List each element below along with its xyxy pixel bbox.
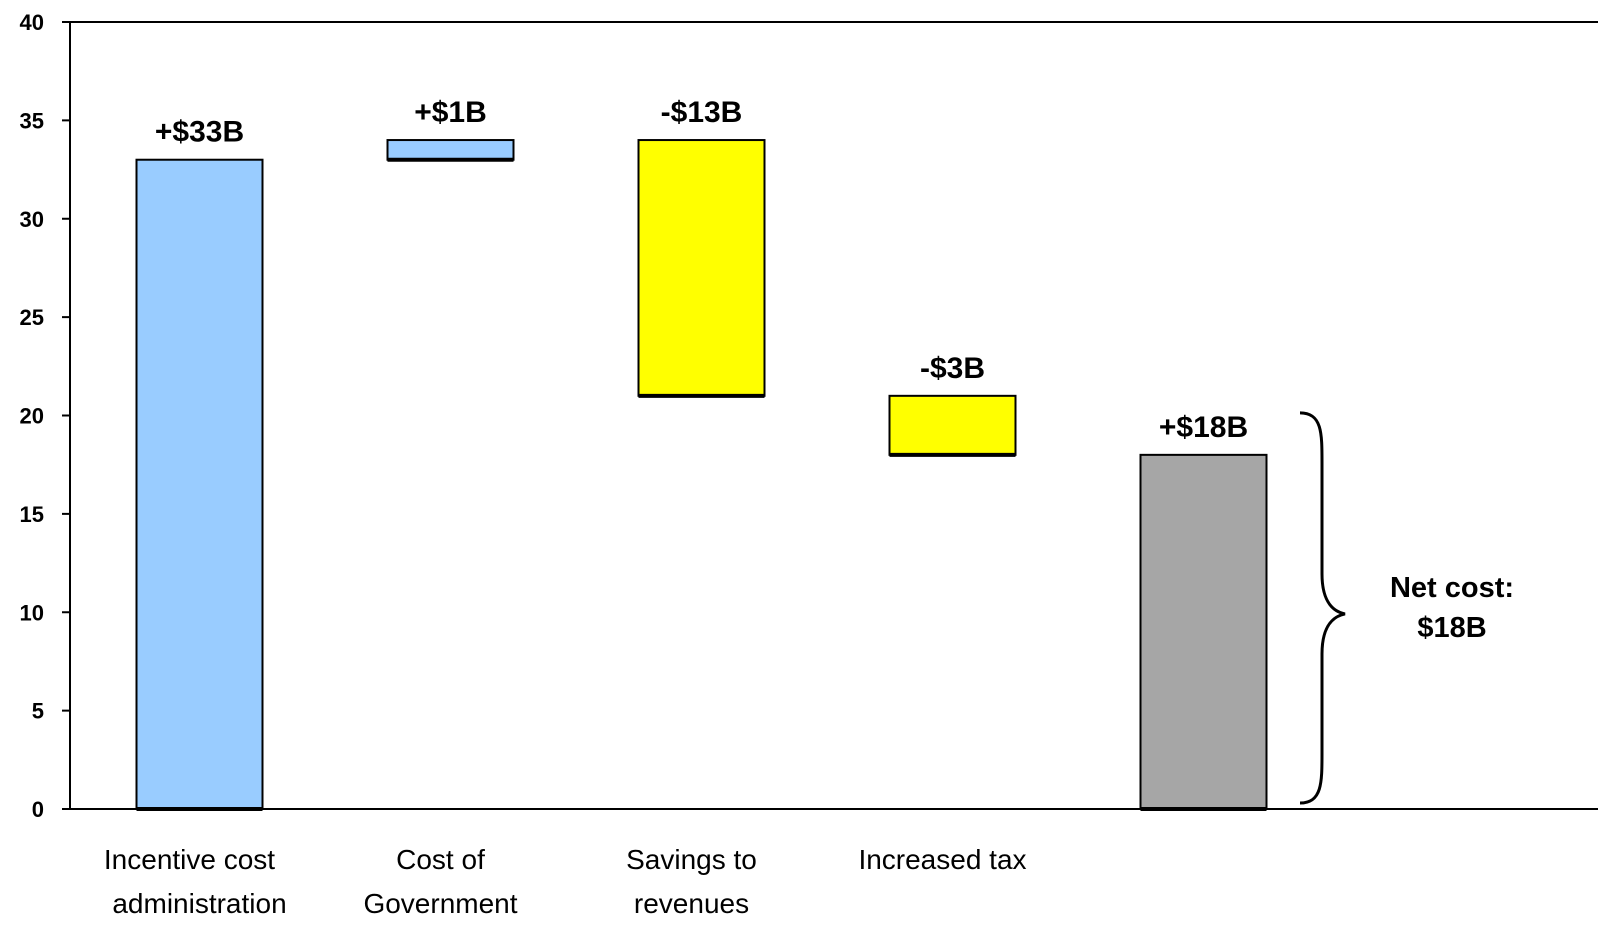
bar-layer [135,139,1268,811]
category-label: Cost of [396,844,485,875]
y-tick-label: 10 [20,600,44,625]
category-label: Savings to [626,844,757,875]
label-layer: +$33B +$1B -$13B -$3B +$18B [155,96,1248,444]
annotation-layer: Net cost: $18B [1299,411,1514,805]
y-tick-label: 40 [20,10,44,35]
waterfall-bar [637,139,766,397]
y-tick-label: 5 [32,699,44,724]
y-tick-label: 15 [20,502,44,527]
bar-value-label: -$3B [920,352,985,385]
y-tick-label: 35 [20,108,44,133]
bar-value-label: -$13B [661,96,743,129]
axis-layer: 0 5 10 15 20 25 30 35 40 [20,10,1598,822]
waterfall-bar [1139,453,1268,810]
net-cost-annotation: Net cost: [1390,572,1514,604]
bar-value-label: +$33B [155,116,244,149]
waterfall-bar [135,158,264,811]
category-label: Incentive cost [104,844,275,875]
bar-value-label: +$18B [1159,411,1248,444]
net-cost-annotation: $18B [1417,612,1486,644]
net-cost-brace [1299,411,1346,805]
category-label: Increased tax [858,844,1026,875]
category-label: administration [112,888,286,919]
y-tick-label: 25 [20,305,44,330]
waterfall-bar [888,394,1017,456]
category-layer: Incentive cost administration Cost of Gover… [104,844,1027,919]
y-tick-label: 30 [20,207,44,232]
y-tick-label: 0 [32,797,44,822]
bar-value-label: +$1B [414,96,487,129]
waterfall-bar [386,139,515,161]
category-label: revenues [634,888,749,919]
y-tick-label: 20 [20,404,44,429]
category-label: Government [363,888,517,919]
